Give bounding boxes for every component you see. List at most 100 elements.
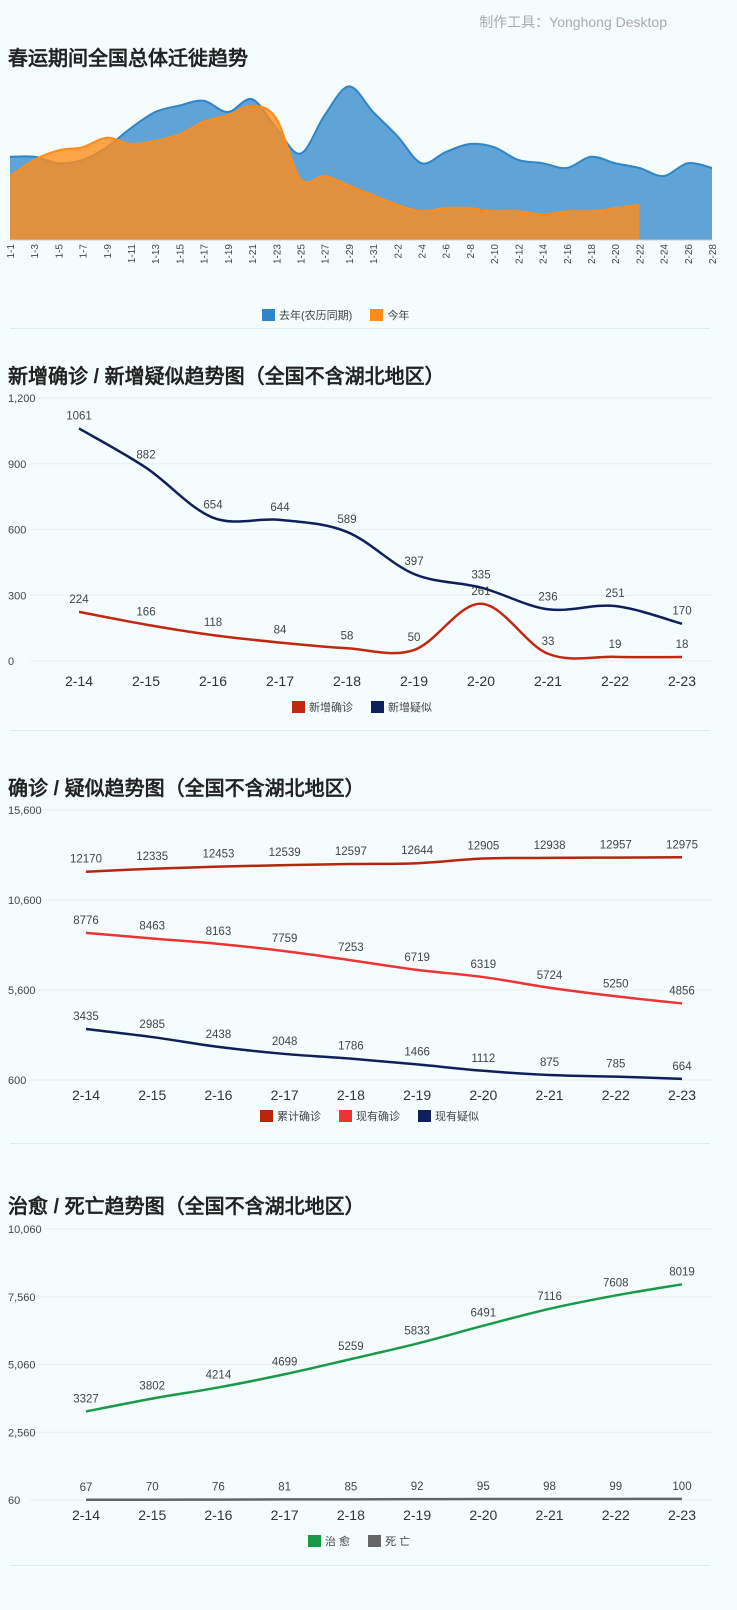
x-tick-label: 2-17 [266,673,294,689]
legend-item: 现有确诊 [339,1108,400,1124]
chart4-title: 治愈 / 死亡趋势图（全国不含湖北地区） [8,1196,365,1218]
y-tick-label: 0 [8,656,14,668]
x-tick-label: 1-13 [151,244,162,264]
x-tick-label: 2-19 [403,1087,431,1103]
data-label: 7116 [537,1291,562,1303]
series-line [78,427,683,625]
legend-item: 治 愈 [308,1533,350,1549]
data-label: 5250 [603,978,629,990]
data-label: 2048 [272,1036,298,1048]
x-tick-label: 2-14 [65,673,93,689]
x-tick-label: 2-21 [536,1087,564,1103]
data-label: 12453 [202,849,234,861]
data-label: 33 [542,636,555,648]
data-label: 654 [203,500,223,512]
data-label: 644 [270,502,290,514]
data-label: 1112 [471,1053,495,1065]
data-label: 12597 [335,846,367,858]
legend-item: 今年 [370,307,409,323]
data-label: 92 [411,1481,424,1493]
legend-item: 新增疑似 [371,699,432,715]
cumulative-line-chart: 15,600 10,600 5,600 600 2-14 2-15 2-16 2-17 2-18… [8,805,712,1103]
x-tick-label: 1-31 [369,244,380,264]
migration-area-chart: 1-1 1-3 1-5 1-7 1-9 1-11 1-13 1-15 1-17 1-19 1-21 1… [6,85,719,264]
x-tick-label: 1-9 [103,244,114,259]
data-label: 7608 [603,1277,629,1289]
legend-swatch [371,701,384,713]
data-label: 50 [408,632,421,644]
data-label: 2438 [206,1029,232,1041]
data-label: 4214 [206,1369,232,1381]
data-label: 664 [672,1061,692,1073]
data-label: 8163 [206,926,232,938]
credit-text: 制作工具：Yonghong Desktop [479,14,667,30]
legend-label: 今年 [387,310,410,322]
data-label: 8019 [669,1266,695,1278]
data-label: 12938 [534,840,566,852]
y-tick-label: 900 [8,459,26,471]
x-tick-label: 2-15 [138,1507,166,1523]
legend-item: 新增确诊 [292,699,353,715]
x-tick-label: 2-20 [467,673,495,689]
legend-label: 累计确诊 [277,1111,321,1123]
x-tick-label: 2-19 [403,1507,431,1523]
x-tick-label: 2-16 [204,1507,232,1523]
legend-swatch [260,1110,273,1122]
x-tick-label: 1-1 [6,244,17,259]
data-label: 875 [540,1057,559,1069]
data-label: 785 [606,1059,625,1071]
legend-swatch [418,1110,431,1122]
data-label: 12975 [666,839,698,851]
legend-swatch [370,309,384,321]
data-label: 2985 [139,1019,165,1031]
area-this-year [10,105,640,240]
legend-label: 现有确诊 [356,1111,400,1123]
x-tick-label: 2-14 [539,244,550,264]
y-tick-label: 15,600 [8,805,42,817]
legend-swatch [262,309,275,321]
y-tick-label: 5,600 [8,985,36,997]
x-tick-label: 2-18 [337,1087,365,1103]
recovery-death-line-chart: 10,060 7,560 5,060 2,560 60 2-14 2-15 2-16 2-17 2… [8,1224,712,1523]
y-tick-label: 5,060 [8,1360,36,1372]
x-tick-label: 2-17 [271,1087,299,1103]
chart3-legend: 累计确诊 现有确诊 现有疑似 [260,1108,479,1124]
y-tick-label: 600 [8,1075,26,1087]
data-label: 397 [404,556,423,568]
divider [10,328,710,329]
x-tick-label: 2-19 [400,673,428,689]
data-label: 100 [672,1481,691,1493]
data-label: 6719 [404,952,430,964]
data-label: 12170 [70,854,102,866]
x-tick-label: 1-25 [296,244,307,264]
data-label: 589 [337,514,356,526]
legend-label: 新增确诊 [309,702,353,714]
x-tick-label: 2-8 [466,244,477,259]
x-tick-label: 1-23 [272,244,283,264]
data-label: 118 [204,617,222,629]
x-tick-label: 2-24 [660,244,671,264]
data-label: 1466 [404,1046,430,1058]
x-tick-label: 1-17 [200,244,211,264]
series-line [85,856,683,873]
x-tick-label: 2-10 [490,244,501,264]
data-label: 12644 [401,845,434,857]
x-tick-label: 1-11 [127,244,138,264]
x-tick-label: 2-21 [534,673,562,689]
x-tick-label: 2-15 [132,673,160,689]
x-tick-label: 1-29 [345,244,356,264]
area-line-last-year [9,85,713,178]
x-tick-label: 2-16 [204,1087,232,1103]
x-tick-label: 1-19 [224,244,235,264]
x-tick-label: 2-22 [602,1087,630,1103]
data-label: 18 [676,639,689,651]
chart1-title: 春运期间全国总体迁徙趋势 [8,48,248,70]
data-label: 335 [471,570,490,582]
legend-item: 死 亡 [368,1533,410,1549]
x-tick-label: 2-14 [72,1087,100,1103]
x-tick-label: 2-6 [442,244,453,259]
data-label: 58 [341,630,354,642]
divider [10,730,710,731]
data-label: 6319 [471,959,497,971]
data-label: 5833 [404,1326,430,1338]
